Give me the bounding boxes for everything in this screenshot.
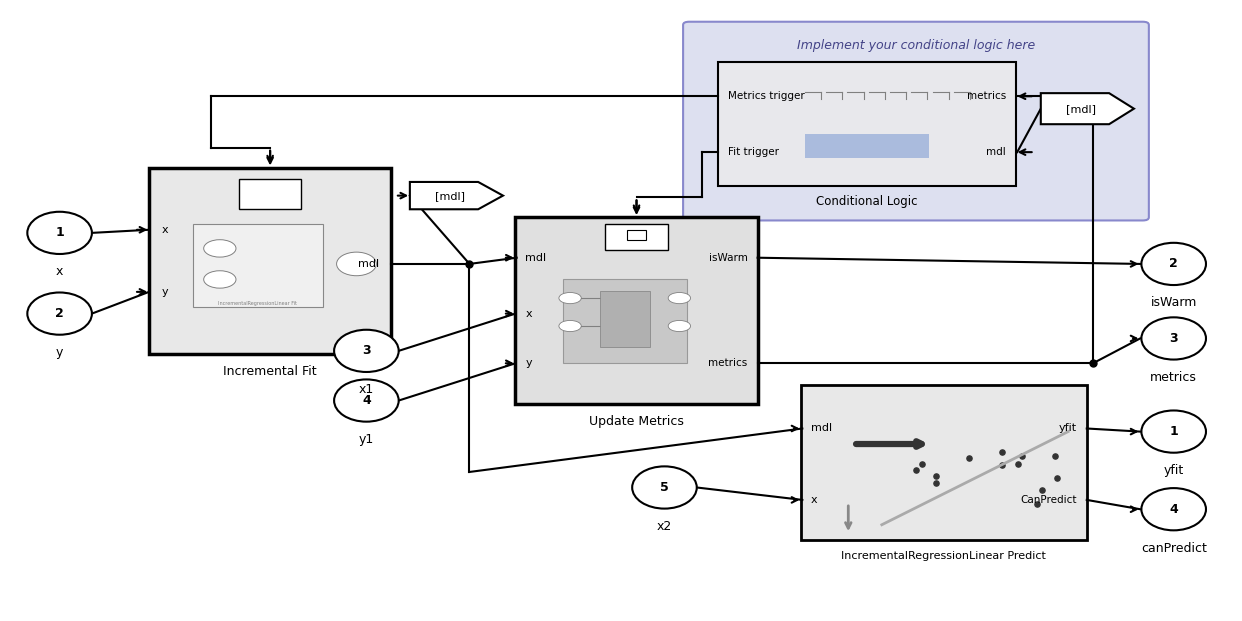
Text: 1: 1 <box>1169 425 1179 438</box>
Point <box>927 478 946 488</box>
Text: mdl: mdl <box>358 259 379 269</box>
Text: isWarm: isWarm <box>709 253 748 263</box>
Text: 3: 3 <box>1170 332 1177 345</box>
Text: 2: 2 <box>55 307 65 320</box>
Polygon shape <box>1041 93 1134 124</box>
Ellipse shape <box>204 240 236 257</box>
FancyBboxPatch shape <box>515 217 758 404</box>
Point <box>1032 486 1052 496</box>
Text: 4: 4 <box>1169 503 1179 515</box>
Ellipse shape <box>27 292 92 335</box>
FancyBboxPatch shape <box>683 22 1149 220</box>
FancyBboxPatch shape <box>718 62 1016 186</box>
Text: mdl: mdl <box>986 147 1006 157</box>
Text: mdl: mdl <box>525 253 546 263</box>
Text: Conditional Logic: Conditional Logic <box>816 195 918 208</box>
Text: isWarm: isWarm <box>1150 296 1197 309</box>
Text: x2: x2 <box>657 520 672 533</box>
Text: Update Metrics: Update Metrics <box>589 415 684 428</box>
Point <box>959 453 979 463</box>
Text: x: x <box>525 309 532 319</box>
Circle shape <box>559 320 581 332</box>
FancyBboxPatch shape <box>801 385 1087 540</box>
Ellipse shape <box>1141 410 1206 453</box>
Point <box>905 466 925 476</box>
Ellipse shape <box>204 271 236 288</box>
Text: Fit trigger: Fit trigger <box>728 147 779 157</box>
Text: Incremental Fit: Incremental Fit <box>224 365 317 378</box>
FancyBboxPatch shape <box>605 224 668 250</box>
Ellipse shape <box>1141 317 1206 360</box>
Point <box>1012 451 1032 461</box>
Text: y: y <box>56 346 63 359</box>
Ellipse shape <box>1141 488 1206 530</box>
Text: 5: 5 <box>660 481 669 494</box>
Text: y: y <box>161 287 168 297</box>
Text: yfit: yfit <box>1164 464 1184 477</box>
Text: x: x <box>56 265 63 278</box>
Circle shape <box>668 292 691 304</box>
Text: [mdl]: [mdl] <box>1066 104 1095 114</box>
Text: 4: 4 <box>361 394 371 407</box>
FancyBboxPatch shape <box>626 230 646 240</box>
Text: metrics: metrics <box>1150 371 1197 384</box>
Text: yfit: yfit <box>1058 424 1077 433</box>
Text: metrics: metrics <box>966 91 1006 101</box>
Text: mdl: mdl <box>811 424 832 433</box>
Circle shape <box>668 320 691 332</box>
Text: Implement your conditional logic here: Implement your conditional logic here <box>797 39 1035 52</box>
Text: IncrementalRegressionLinear Predict: IncrementalRegressionLinear Predict <box>842 551 1046 561</box>
Ellipse shape <box>632 466 697 509</box>
Ellipse shape <box>334 330 399 372</box>
FancyBboxPatch shape <box>805 134 929 158</box>
Ellipse shape <box>337 252 376 276</box>
Text: 3: 3 <box>363 345 370 357</box>
Text: x1: x1 <box>359 383 374 396</box>
Text: y1: y1 <box>359 433 374 446</box>
Text: x: x <box>161 225 168 235</box>
Point <box>927 471 946 481</box>
FancyBboxPatch shape <box>149 168 391 354</box>
Text: [mdl]: [mdl] <box>435 191 465 201</box>
Point <box>1045 451 1064 461</box>
Ellipse shape <box>1141 243 1206 285</box>
Point <box>992 447 1012 457</box>
Ellipse shape <box>334 379 399 422</box>
Point <box>912 460 932 469</box>
Text: canPredict: canPredict <box>1140 542 1207 555</box>
Text: Metrics trigger: Metrics trigger <box>728 91 805 101</box>
Point <box>1027 499 1047 509</box>
Point <box>1009 460 1028 469</box>
Point <box>992 461 1012 471</box>
Circle shape <box>559 292 581 304</box>
Text: IncrementalRegressionLinear Fit: IncrementalRegressionLinear Fit <box>219 301 297 306</box>
FancyBboxPatch shape <box>563 279 687 363</box>
FancyBboxPatch shape <box>600 291 650 347</box>
Ellipse shape <box>27 212 92 254</box>
FancyBboxPatch shape <box>193 224 323 307</box>
Text: x: x <box>811 495 817 505</box>
Text: y: y <box>525 358 532 368</box>
FancyBboxPatch shape <box>238 179 301 209</box>
Point <box>1047 473 1067 483</box>
Polygon shape <box>410 182 503 209</box>
Text: metrics: metrics <box>708 358 748 368</box>
Text: CanPredict: CanPredict <box>1021 495 1077 505</box>
Text: 1: 1 <box>55 227 65 239</box>
Text: 2: 2 <box>1169 258 1179 270</box>
